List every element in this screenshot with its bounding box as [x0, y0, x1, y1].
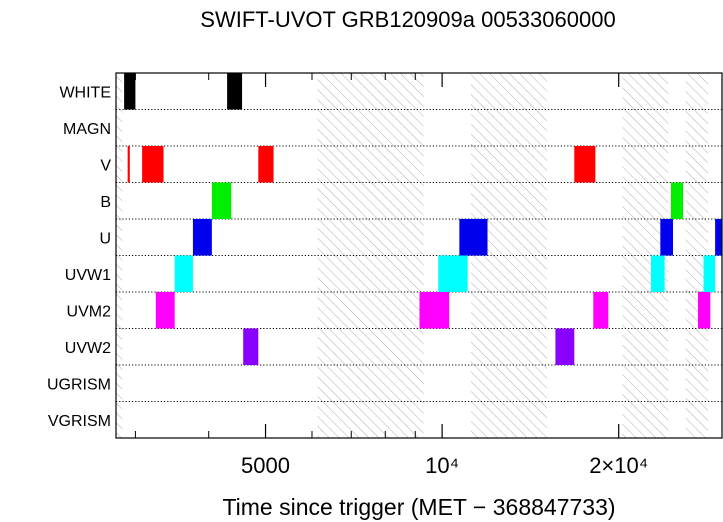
segment-uvw1 [703, 255, 716, 292]
hatched-interval-0 [116, 73, 123, 438]
segment-uvw2 [243, 328, 259, 365]
x-axis-label: Time since trigger (MET − 368847733) [222, 494, 615, 520]
exposure-segments [124, 73, 722, 365]
filter-label-u: U [99, 230, 111, 247]
filter-label-uvw2: UVW2 [65, 340, 111, 357]
segment-v [574, 146, 596, 183]
filter-label-uvm2: UVM2 [67, 303, 112, 320]
hatched-intervals [116, 73, 709, 438]
segment-v [127, 146, 130, 183]
segment-white [124, 73, 136, 110]
plot-frame [115, 72, 723, 439]
segment-uvm2 [593, 292, 609, 329]
segment-u [459, 219, 488, 256]
segment-uvw2 [555, 328, 575, 365]
segment-white [227, 73, 243, 110]
chart-title: SWIFT-UVOT GRB120909a 00533060000 [200, 7, 615, 32]
segment-uvm2 [697, 292, 711, 329]
segment-uvw1 [174, 255, 193, 292]
hatched-interval-1 [317, 73, 424, 438]
filter-labels: WHITE MAGN V B U UVW1 UVM2 UVW2 UGRISM VGRISM [47, 84, 111, 430]
segment-uvm2 [155, 292, 175, 329]
x-tick-label: 5000 [241, 453, 290, 478]
segment-u [715, 219, 722, 256]
x-tick-label: 10⁴ [425, 453, 459, 478]
filter-label-b: B [100, 194, 111, 211]
filter-label-v: V [100, 157, 111, 174]
segment-uvm2 [419, 292, 450, 329]
hatched-interval-4 [685, 73, 709, 438]
segment-b [670, 182, 684, 219]
filter-label-vgrism: VGRISM [48, 413, 111, 430]
segment-b [211, 182, 232, 219]
filter-label-white: WHITE [59, 84, 111, 101]
filter-label-magn: MAGN [63, 121, 111, 138]
x-tick-label: 2×10⁴ [589, 453, 648, 478]
segment-v [142, 146, 164, 183]
segment-u [660, 219, 673, 256]
segment-v [258, 146, 274, 183]
segment-u [192, 219, 212, 256]
filter-label-uvw1: UVW1 [65, 267, 111, 284]
filter-label-ugrism: UGRISM [47, 376, 111, 393]
segment-uvw1 [438, 255, 468, 292]
segment-uvw1 [650, 255, 665, 292]
